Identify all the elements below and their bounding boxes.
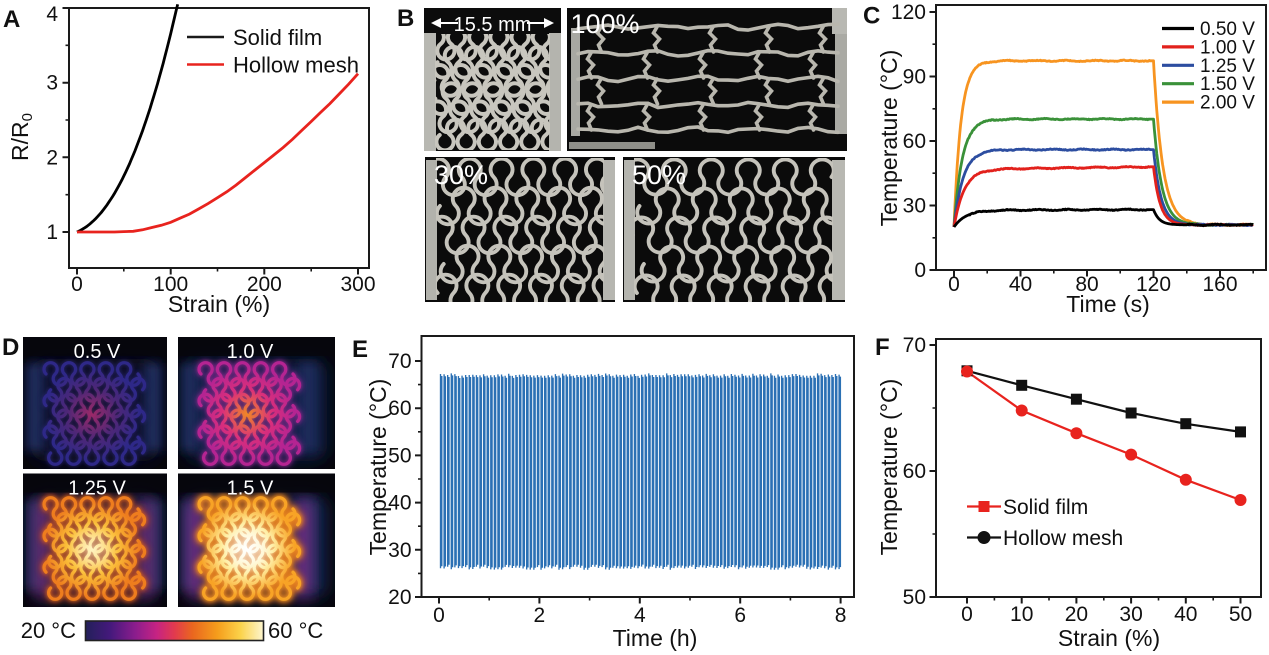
svg-text:30: 30 bbox=[1119, 603, 1142, 626]
svg-text:2: 2 bbox=[46, 146, 58, 169]
svg-text:C: C bbox=[863, 3, 880, 30]
svg-text:2: 2 bbox=[534, 604, 546, 627]
svg-text:15.5 mm: 15.5 mm bbox=[454, 14, 532, 36]
svg-text:30%: 30% bbox=[434, 160, 488, 190]
svg-text:1.00 V: 1.00 V bbox=[1200, 37, 1255, 58]
svg-text:70: 70 bbox=[903, 334, 926, 357]
svg-text:70: 70 bbox=[388, 350, 411, 373]
svg-text:50%: 50% bbox=[632, 160, 686, 190]
svg-text:Strain (%): Strain (%) bbox=[168, 291, 270, 317]
svg-text:Solid film: Solid film bbox=[233, 25, 322, 50]
svg-text:10: 10 bbox=[1010, 603, 1033, 626]
svg-text:60: 60 bbox=[903, 460, 926, 483]
svg-text:50: 50 bbox=[903, 586, 926, 609]
svg-text:200: 200 bbox=[247, 273, 282, 296]
svg-text:40: 40 bbox=[388, 492, 411, 515]
svg-text:Time (s): Time (s) bbox=[1066, 291, 1149, 317]
svg-text:3: 3 bbox=[46, 72, 58, 95]
svg-text:B: B bbox=[397, 5, 414, 32]
svg-text:20 °C: 20 °C bbox=[21, 618, 76, 643]
svg-text:Temperature (°C): Temperature (°C) bbox=[876, 379, 902, 556]
svg-text:E: E bbox=[352, 336, 368, 363]
svg-text:80: 80 bbox=[1075, 273, 1098, 296]
svg-text:60 °C: 60 °C bbox=[268, 618, 323, 643]
svg-text:0: 0 bbox=[433, 604, 445, 627]
svg-text:Temperature (°C): Temperature (°C) bbox=[365, 379, 391, 556]
svg-text:Hollow mesh: Hollow mesh bbox=[1003, 527, 1123, 550]
svg-text:8: 8 bbox=[835, 604, 847, 627]
svg-text:1.0 V: 1.0 V bbox=[227, 341, 274, 363]
svg-text:Temperature (°C): Temperature (°C) bbox=[876, 50, 902, 227]
svg-text:1.25 V: 1.25 V bbox=[1200, 56, 1255, 77]
svg-text:0: 0 bbox=[914, 259, 926, 282]
svg-text:Time (h): Time (h) bbox=[613, 625, 698, 651]
svg-text:1.5 V: 1.5 V bbox=[227, 478, 274, 500]
svg-text:2.00 V: 2.00 V bbox=[1200, 93, 1255, 114]
svg-text:0.5 V: 0.5 V bbox=[74, 341, 121, 363]
svg-text:D: D bbox=[2, 334, 19, 361]
svg-text:Strain (%): Strain (%) bbox=[1058, 625, 1160, 651]
svg-text:100%: 100% bbox=[570, 9, 639, 39]
svg-text:A: A bbox=[3, 6, 20, 33]
svg-text:0: 0 bbox=[948, 273, 960, 296]
svg-text:300: 300 bbox=[340, 273, 375, 296]
svg-text:20: 20 bbox=[388, 586, 411, 609]
svg-text:160: 160 bbox=[1202, 273, 1237, 296]
svg-text:0.50 V: 0.50 V bbox=[1200, 19, 1255, 40]
svg-text:Hollow mesh: Hollow mesh bbox=[233, 53, 359, 78]
svg-text:1.50 V: 1.50 V bbox=[1200, 74, 1255, 95]
svg-text:Solid film: Solid film bbox=[1003, 496, 1088, 519]
svg-text:30: 30 bbox=[388, 539, 411, 562]
svg-text:6: 6 bbox=[734, 604, 746, 627]
svg-text:30: 30 bbox=[903, 195, 926, 218]
svg-text:50: 50 bbox=[1229, 603, 1252, 626]
svg-text:20: 20 bbox=[1065, 603, 1088, 626]
svg-text:120: 120 bbox=[1136, 273, 1171, 296]
svg-text:60: 60 bbox=[903, 130, 926, 153]
svg-text:1.25 V: 1.25 V bbox=[68, 478, 126, 500]
svg-text:1: 1 bbox=[46, 221, 58, 244]
svg-text:F: F bbox=[875, 334, 890, 361]
svg-text:90: 90 bbox=[903, 66, 926, 89]
svg-text:0: 0 bbox=[71, 273, 83, 296]
svg-text:40: 40 bbox=[1174, 603, 1197, 626]
svg-text:120: 120 bbox=[891, 1, 926, 24]
svg-text:4: 4 bbox=[46, 3, 58, 26]
svg-text:100: 100 bbox=[153, 273, 188, 296]
svg-text:0: 0 bbox=[961, 603, 973, 626]
svg-text:50: 50 bbox=[388, 444, 411, 467]
svg-text:40: 40 bbox=[1009, 273, 1032, 296]
svg-text:4: 4 bbox=[634, 604, 646, 627]
svg-text:60: 60 bbox=[388, 397, 411, 420]
